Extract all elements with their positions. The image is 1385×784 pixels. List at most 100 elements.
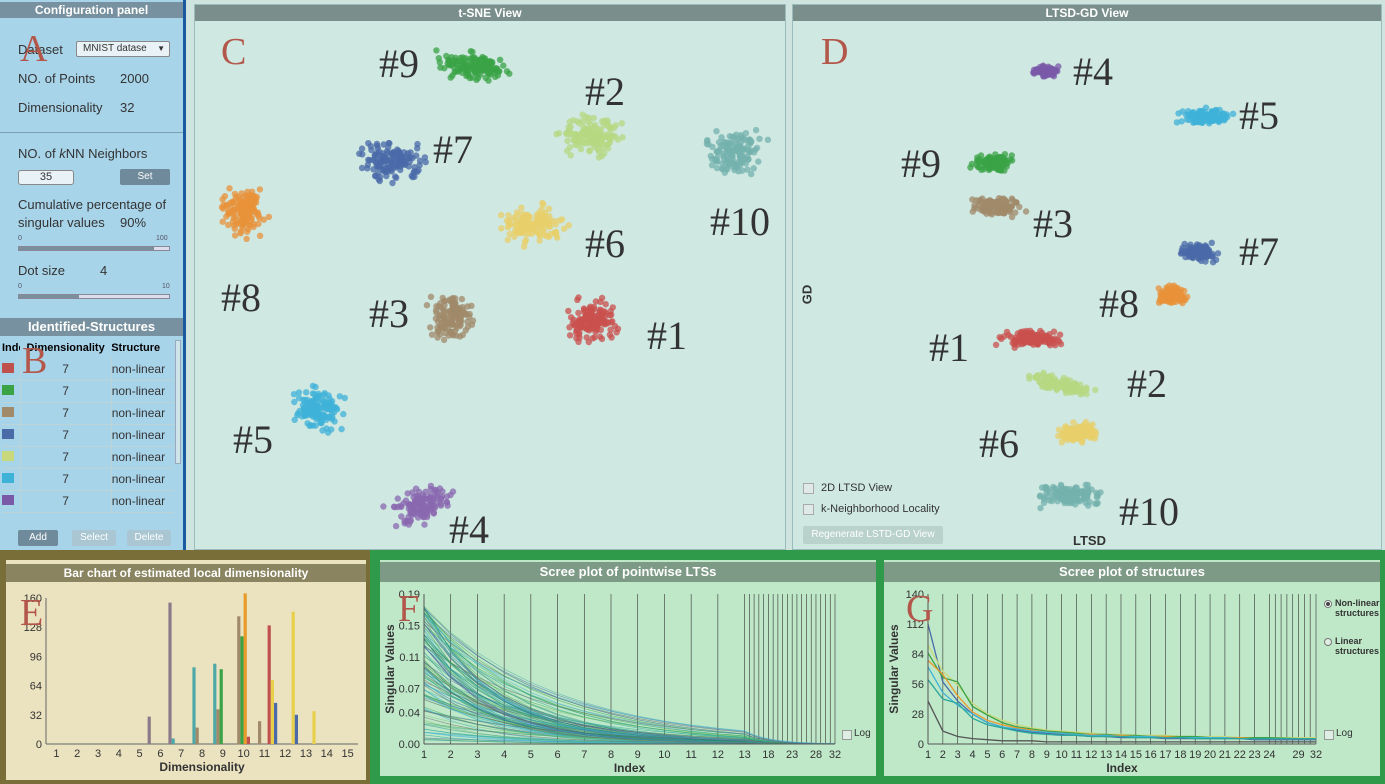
bar[interactable] [274, 702, 278, 744]
data-point [714, 148, 721, 155]
tsne-cluster[interactable] [565, 294, 622, 346]
log-checkbox-f[interactable] [842, 730, 852, 740]
table-scrollbar[interactable] [175, 340, 181, 464]
table-row[interactable]: 7 non-linear [2, 446, 174, 469]
bar[interactable] [168, 602, 172, 744]
tsne-scatter[interactable]: #9 #2 #7 #10 #8 #6 #3 #1 #5 #4 [195, 21, 785, 549]
tsne-cluster[interactable] [553, 111, 626, 161]
data-point [1190, 119, 1197, 126]
structure-line[interactable] [927, 679, 1316, 740]
ltsd-cluster[interactable] [1177, 239, 1222, 266]
data-point [597, 326, 605, 334]
pointwise-scree-plot[interactable]: 0.000.040.070.110.150.191 2 3 4 5 6 7 8 9 10 11 12 1… [380, 584, 876, 776]
bar[interactable] [216, 709, 220, 744]
table-row[interactable]: 7 non-linear [2, 402, 174, 425]
bar[interactable] [192, 667, 196, 744]
table-row[interactable]: 7 non-linear [2, 490, 174, 513]
ltsd-cluster[interactable] [992, 327, 1065, 351]
y-tick-label: 96 [30, 651, 42, 663]
bar[interactable] [219, 669, 223, 744]
panel-letter-g: G [906, 588, 934, 630]
bar[interactable] [195, 727, 199, 744]
data-point [735, 148, 742, 155]
tsne-cluster[interactable] [290, 382, 348, 436]
data-point [1213, 116, 1220, 123]
ltsd-cluster-label: #5 [1239, 93, 1279, 138]
tsne-cluster[interactable] [218, 185, 273, 243]
ltsd-view[interactable]: LTSD-GD View #4 #5 #9 #3 #7 #8 #1 #2 #6 #10 D GD … [792, 4, 1382, 550]
table-row[interactable]: 7 non-linear [2, 358, 174, 381]
data-point [373, 140, 381, 148]
data-point [427, 293, 435, 300]
barchart-title: Bar chart of estimated local dimensional… [6, 564, 366, 582]
x-tick-label: 4 [116, 748, 122, 760]
knn-input[interactable]: 35 [18, 170, 74, 185]
table-row[interactable]: 7 non-linear [2, 380, 174, 403]
bar[interactable] [213, 663, 217, 744]
tsne-cluster[interactable] [703, 126, 772, 178]
bar[interactable] [294, 714, 298, 744]
panel-letter-c: C [221, 31, 247, 73]
bar[interactable] [243, 593, 247, 744]
ltsd-cluster[interactable] [969, 195, 1030, 221]
tsne-cluster[interactable] [433, 47, 513, 84]
table-row[interactable]: 7 non-linear [2, 468, 174, 491]
ltsd-cluster[interactable] [1055, 418, 1099, 446]
delete-button[interactable]: Delete [127, 530, 171, 546]
data-point [516, 226, 524, 234]
opt-2d-ltsd-checkbox[interactable] [803, 483, 814, 494]
ltsd-cluster[interactable] [967, 151, 1016, 174]
cumulative-slider[interactable] [18, 246, 170, 251]
radio-nonlinear[interactable] [1324, 600, 1332, 608]
ltsd-cluster[interactable] [1030, 62, 1062, 80]
log-checkbox-g[interactable] [1324, 730, 1334, 740]
select-button[interactable]: Select [72, 530, 116, 546]
index-swatch [2, 402, 20, 425]
opt-kneighborhood-checkbox[interactable] [803, 504, 814, 515]
y-tick-label: 0.19 [399, 589, 420, 601]
data-point [563, 130, 570, 137]
ltsd-scatter[interactable]: #4 #5 #9 #3 #7 #8 #1 #2 #6 #10 [793, 21, 1381, 549]
tsne-cluster[interactable] [356, 139, 429, 187]
data-point [522, 237, 530, 244]
tsne-cluster[interactable] [380, 482, 457, 530]
bar[interactable] [237, 616, 241, 745]
structure-line[interactable] [927, 700, 1316, 743]
ltsd-cluster[interactable] [1036, 481, 1104, 512]
ltsd-cluster[interactable] [1026, 369, 1099, 398]
bar[interactable] [291, 611, 295, 744]
bar[interactable] [246, 736, 250, 744]
data-point [618, 120, 625, 127]
radio-linear[interactable] [1324, 638, 1332, 646]
ltsd-cluster[interactable] [1155, 282, 1191, 307]
data-point [381, 157, 389, 165]
ltsd-cluster[interactable] [1173, 104, 1237, 127]
structure-line[interactable] [927, 659, 1316, 740]
tsne-cluster[interactable] [497, 199, 572, 250]
table-row[interactable]: 7 non-linear [2, 424, 174, 447]
tsne-cluster[interactable] [423, 293, 477, 344]
data-point [467, 55, 474, 62]
data-point [249, 200, 256, 207]
tsne-view[interactable]: t-SNE View #9 #2 #7 #10 #8 #6 #3 #1 #5 #4 C [194, 4, 786, 550]
set-button[interactable]: Set [120, 169, 170, 185]
bar[interactable] [240, 636, 244, 744]
data-point [1155, 299, 1163, 306]
bar[interactable] [270, 680, 274, 744]
bar[interactable] [171, 738, 175, 745]
bar[interactable] [147, 716, 151, 744]
structure-line[interactable] [927, 666, 1316, 740]
data-point [390, 503, 398, 510]
bar[interactable] [267, 625, 271, 744]
structure-line[interactable] [927, 652, 1316, 740]
bar[interactable] [258, 721, 262, 744]
data-point [300, 396, 307, 404]
dataset-select[interactable]: MNIST datase ▼ [76, 41, 170, 57]
data-point [720, 138, 728, 146]
bar[interactable] [312, 711, 316, 744]
dot-size-slider[interactable] [18, 294, 170, 299]
add-button[interactable]: Add [18, 530, 58, 546]
regenerate-button[interactable]: Regenerate LSTD-GD View [803, 526, 943, 544]
